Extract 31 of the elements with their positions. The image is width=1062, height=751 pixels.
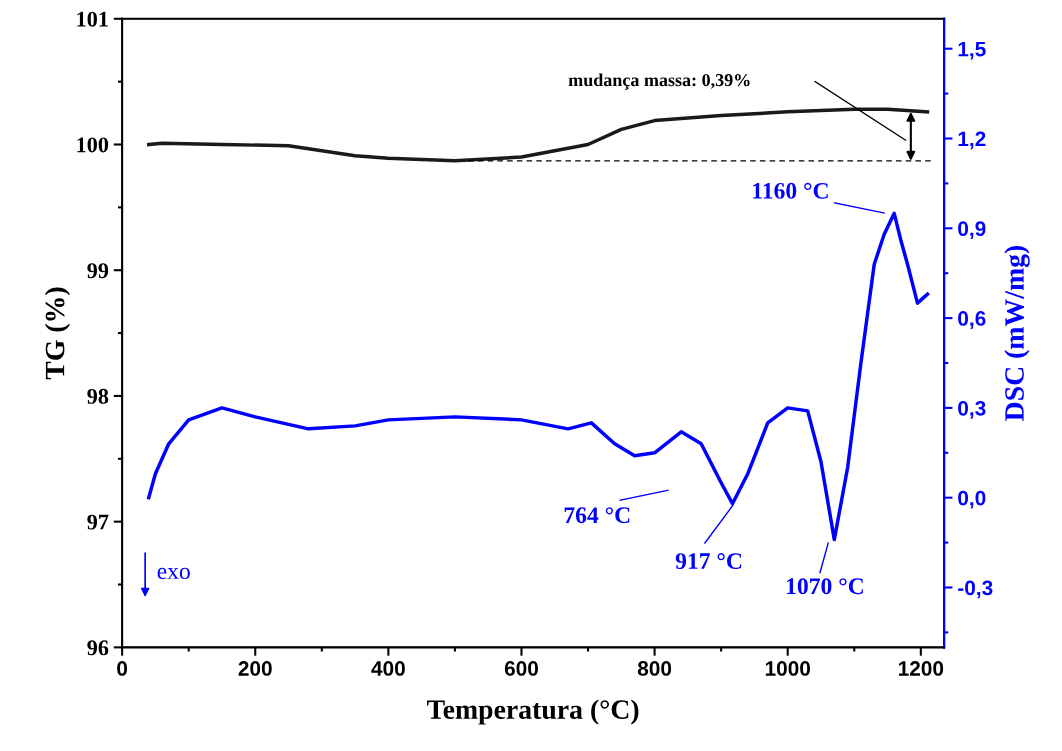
y2-tick-label: -0,3 [958,580,993,599]
line-series [147,211,930,542]
line-series [147,107,930,163]
x-tick-label: 0 [117,661,128,676]
annotation: 1160 °C [753,182,828,199]
y-tick-label: 100 [77,137,109,153]
x-tick-label: 1000 [765,661,811,676]
annotation: 1070 °C [787,578,863,595]
y-tick-label: 101 [77,11,108,27]
annotation: exo [157,567,190,580]
x-tick-label: 800 [637,661,672,676]
annotation: mudança massa: 0,39% [568,73,750,90]
annotation: 917 °C [675,553,742,570]
x-tick-label: 600 [504,661,538,676]
y-tick-label: 98 [87,388,109,404]
x-tick-label: 200 [238,661,272,676]
annotation: 764 °C [564,507,630,524]
y-tick-label: 97 [87,514,109,530]
y-tick-label: 96 [87,640,109,656]
y2-tick-label: 0,0 [958,490,986,509]
x-tick-label: 1200 [898,661,944,676]
y2-tick-label: 0,9 [958,221,986,240]
y-axis-title: TG (%) [44,287,71,380]
y2-tick-label: 0,3 [958,400,986,419]
y2-axis-title: DSC (mW/mg) [1004,245,1030,421]
y-tick-label: 99 [87,263,109,279]
y2-tick-label: 0,6 [958,311,986,329]
y2-tick-label: 1,2 [958,131,986,150]
x-tick-label: 400 [371,661,405,676]
x-axis-title: Temperatura (°C) [427,699,639,725]
y2-tick-label: 1,5 [958,41,986,60]
